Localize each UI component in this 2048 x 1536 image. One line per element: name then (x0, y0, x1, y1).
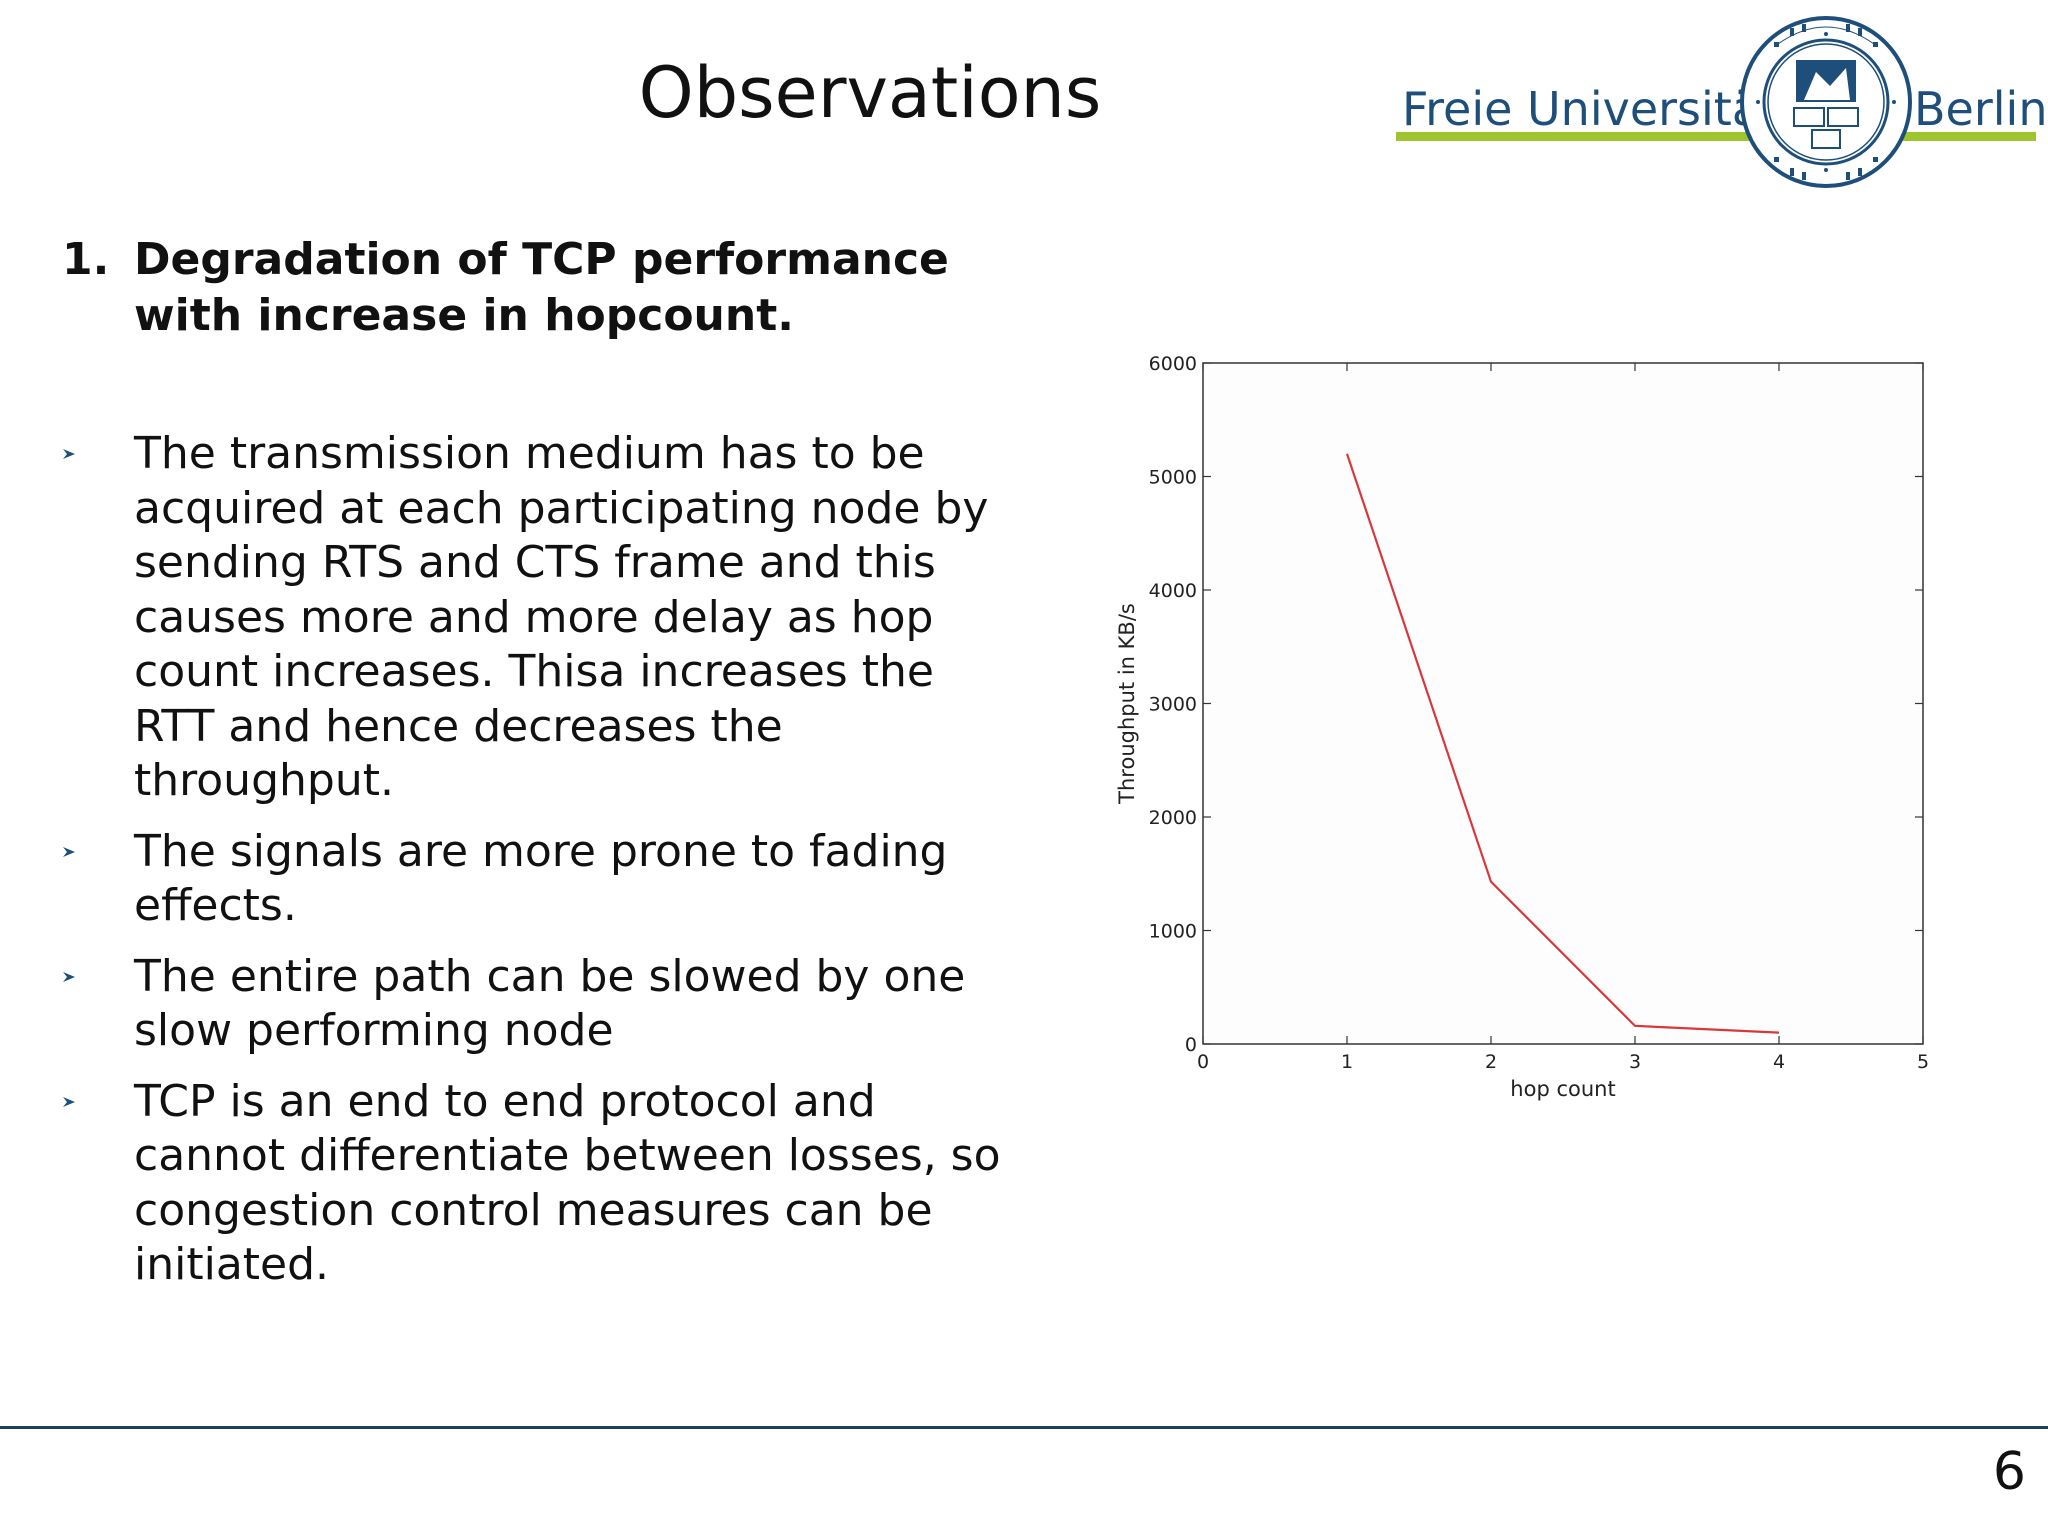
logo-green-bar (1396, 132, 2036, 141)
university-logo: Freie Universität Berlin (1392, 14, 2048, 194)
y-tick-label: 3000 (1149, 694, 1197, 716)
x-tick-label: 2 (1485, 1051, 1497, 1073)
y-tick-label: 0 (1185, 1034, 1197, 1056)
bullet-text: The entire path can be slowed by one slo… (134, 950, 966, 1057)
x-axis-label: hop count (1510, 1077, 1615, 1101)
x-tick-label: 4 (1773, 1051, 1785, 1073)
y-axis-label: Throughput in KB/s (1115, 603, 1139, 805)
throughput-line-chart: 0 1000 2000 3000 4000 5000 6000 0 1 2 3 4 5 hop count… (1115, 353, 1929, 1101)
bullet-text: The signals are more prone to fading eff… (134, 825, 948, 932)
series-line (1345, 453, 1780, 1034)
footer-divider (0, 1426, 2048, 1429)
arrowhead-bullet-icon (63, 449, 75, 459)
university-seal-icon (1740, 16, 1912, 188)
y-tick-label: 6000 (1149, 353, 1197, 375)
bullet-text: TCP is an end to end protocol and cannot… (134, 1075, 1001, 1291)
section-heading-line2: with increase in hopcount. (134, 290, 794, 341)
list-item: TCP is an end to end protocol and cannot… (62, 1075, 1002, 1293)
bullet-text: The transmission medium has to be acquir… (134, 428, 989, 806)
y-tick-label: 4000 (1149, 580, 1197, 602)
x-tick-label: 3 (1629, 1051, 1641, 1073)
logo-text-left: Freie Universität (1402, 82, 1779, 136)
logo-text-right: Berlin (1914, 82, 2048, 136)
list-item: The entire path can be slowed by one slo… (62, 950, 1002, 1059)
y-tick-label: 1000 (1149, 921, 1197, 943)
arrowhead-bullet-icon (63, 971, 75, 982)
plot-area-frame (1202, 362, 1924, 1045)
section-heading: 1. Degradation of TCP performance with in… (62, 232, 1022, 344)
y-tick-label: 2000 (1149, 807, 1197, 829)
arrowhead-bullet-icon (63, 846, 75, 857)
list-item: The signals are more prone to fading eff… (62, 825, 1002, 934)
y-tick-label: 5000 (1149, 467, 1197, 489)
slide-title: Observations (638, 52, 1102, 134)
section-heading-line1: Degradation of TCP performance (134, 234, 949, 285)
list-item: The transmission medium has to be acquir… (62, 427, 1002, 809)
x-tick-label: 5 (1917, 1051, 1929, 1073)
x-tick-label: 1 (1341, 1051, 1353, 1073)
x-tick-label: 0 (1197, 1051, 1209, 1073)
page-number: 6 (1992, 1442, 2026, 1502)
bullet-list: The transmission medium has to be acquir… (62, 427, 1002, 1309)
arrowhead-bullet-icon (63, 1096, 75, 1107)
section-number: 1. (62, 234, 110, 285)
